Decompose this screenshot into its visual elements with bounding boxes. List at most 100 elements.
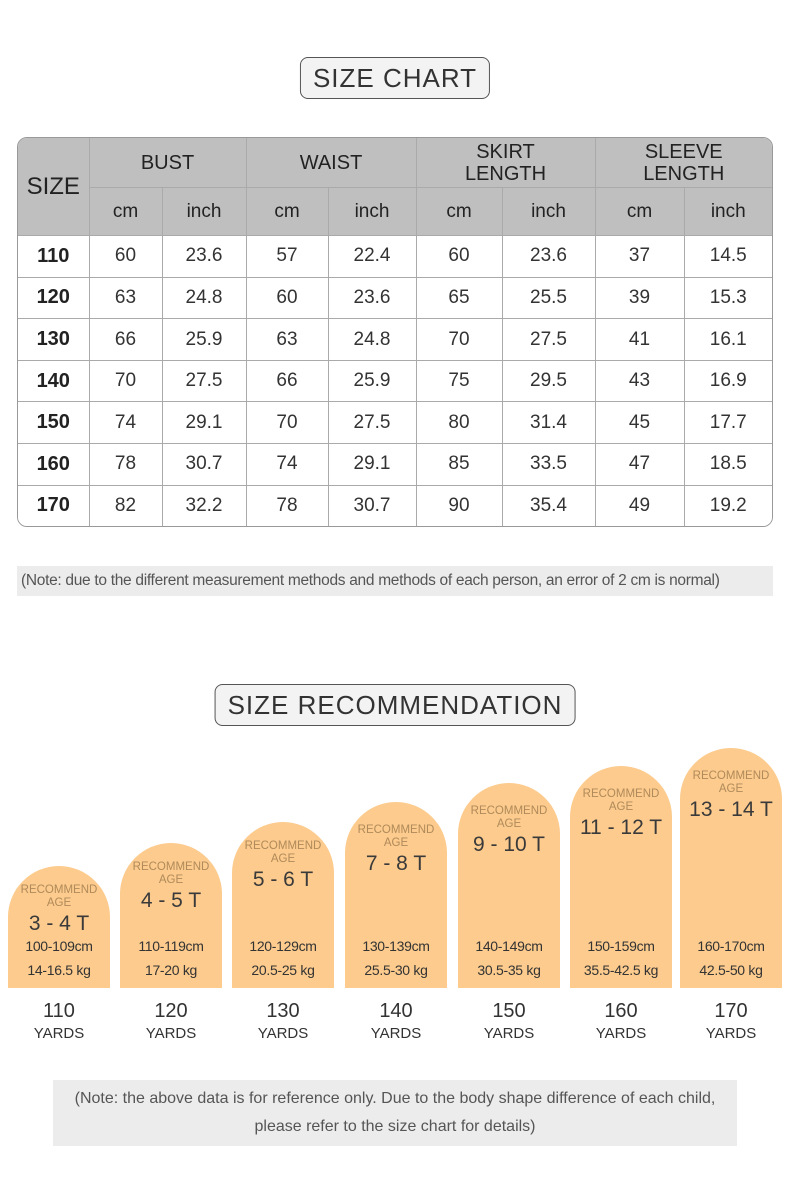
measurement-cell: 75 [415,359,503,403]
unit-header: inch [501,187,596,236]
measurement-cell: 66 [245,359,329,403]
measurement-cell: 25.5 [501,276,596,320]
recommend-age-caption: RECOMMEND AGE [232,840,334,866]
unit-header: cm [594,187,685,236]
measurement-cell: 41 [594,318,685,361]
unit-header: inch [161,187,247,236]
recommend-age-caption: RECOMMEND AGE [570,788,672,814]
recommend-age-caption: RECOMMEND AGE [120,861,222,887]
unit-header: inch [683,187,772,236]
yard-unit-label: YARDS [257,1025,309,1042]
measurement-cell: 33.5 [501,443,596,486]
height-range: 100-109cm [25,938,93,954]
yard-size: 170 [714,1000,748,1022]
recommend-age-caption: RECOMMEND AGE [345,824,447,850]
size-chart-table: SIZE BUST WAIST SKIRT LENGTH SLEEVE LENGTH… [17,137,773,527]
yard-size: 110 [43,1000,75,1022]
age-arch: RECOMMEND AGE 9 - 10 T 140-149cm 30.5-35 kg [458,783,560,988]
size-chart-title: SIZE CHART [299,57,491,99]
recommend-age-caption: RECOMMEND AGE [8,884,110,910]
weight-range: 20.5-25 kg [251,962,315,978]
measurement-cell: 65 [415,276,503,320]
group-header-bust: BUST [88,138,247,188]
unit-header: inch [327,187,417,236]
table-row: 160 78 30.7 74 29.1 85 33.5 47 18.5 [18,443,772,486]
weight-range: 14-16.5 kg [27,962,91,978]
measurement-cell: 60 [415,235,503,278]
size-recommendation-item: RECOMMEND AGE 5 - 6 T 120-129cm 20.5-25 kg 13… [232,740,334,1050]
measurement-cell: 43 [594,359,685,403]
age-range: 4 - 5 T [140,889,202,912]
yard-size: 120 [154,1000,188,1022]
weight-range: 30.5-35 kg [477,962,541,978]
yard-unit-label: YARDS [145,1025,197,1042]
table-row: 110 60 23.6 57 22.4 60 23.6 37 14.5 [18,235,772,278]
unit-header: cm [89,187,163,236]
size-cell: 160 [18,443,90,486]
measurement-cell: 24.8 [327,318,417,361]
height-range: 150-159cm [587,938,655,954]
measurement-cell: 39 [594,276,685,320]
measurement-cell: 85 [415,443,503,486]
measurement-cell: 27.5 [501,318,596,361]
size-cell: 150 [18,401,90,445]
height-range: 160-170cm [697,938,765,954]
measurement-cell: 74 [245,443,329,486]
measurement-cell: 16.1 [683,318,772,361]
size-recommendation-chart: RECOMMEND AGE 3 - 4 T 100-109cm 14-16.5 kg 11… [0,740,790,1060]
size-column-header: SIZE [18,138,90,236]
yard-unit-label: YARDS [33,1025,85,1042]
size-cell: 120 [18,276,90,320]
table-row: 150 74 29.1 70 27.5 80 31.4 45 17.7 [18,401,772,445]
measurement-cell: 29.1 [161,401,247,445]
table-row: 140 70 27.5 66 25.9 75 29.5 43 16.9 [18,359,772,403]
age-range: 9 - 10 T [473,833,545,856]
recommend-age-caption: RECOMMEND AGE [458,805,560,831]
size-recommendation-item: RECOMMEND AGE 9 - 10 T 140-149cm 30.5-35 kg 1… [458,740,560,1050]
measurement-cell: 70 [415,318,503,361]
unit-header: cm [245,187,329,236]
measurement-cell: 14.5 [683,235,772,278]
measurement-cell: 63 [88,276,163,320]
yard-unit-label: YARDS [595,1025,647,1042]
size-cell: 140 [18,359,90,403]
measurement-cell: 24.8 [161,276,247,320]
measurement-cell: 80 [415,401,503,445]
measurement-cell: 35.4 [501,484,596,526]
age-arch: RECOMMEND AGE 7 - 8 T 130-139cm 25.5-30 kg [345,802,447,988]
measurement-cell: 49 [594,484,685,526]
age-arch: RECOMMEND AGE 11 - 12 T 150-159cm 35.5-42.5 … [570,766,672,988]
measurement-cell: 25.9 [161,318,247,361]
recommendation-note: (Note: the above data is for reference o… [53,1080,737,1146]
measurement-cell: 17.7 [683,401,772,445]
yard-unit-label: YARDS [483,1025,535,1042]
recommend-caption-line-2: AGE [608,801,634,813]
age-range: 5 - 6 T [252,868,314,891]
yard-size: 160 [604,1000,638,1022]
measurement-cell: 19.2 [683,484,772,526]
measurement-cell: 18.5 [683,443,772,486]
measurement-cell: 37 [594,235,685,278]
measurement-cell: 63 [245,318,329,361]
height-range: 120-129cm [249,938,317,954]
age-range: 13 - 14 T [689,798,773,821]
recommendation-note-line-1: (Note: the above data is for reference o… [74,1090,716,1107]
measurement-cell: 47 [594,443,685,486]
recommend-caption-line-2: AGE [158,874,184,886]
weight-range: 35.5-42.5 kg [583,962,659,978]
table-row: 130 66 25.9 63 24.8 70 27.5 41 16.1 [18,318,772,361]
measurement-cell: 30.7 [327,484,417,526]
size-recommendation-item: RECOMMEND AGE 11 - 12 T 150-159cm 35.5-42.5 … [570,740,672,1050]
size-recommendation-item: RECOMMEND AGE 13 - 14 T 160-170cm 42.5-50 kg… [680,740,782,1050]
age-arch: RECOMMEND AGE 3 - 4 T 100-109cm 14-16.5 kg [8,866,110,988]
measurement-cell: 27.5 [327,401,417,445]
measurement-cell: 78 [245,484,329,526]
table-row: 170 82 32.2 78 30.7 90 35.4 49 19.2 [18,484,772,526]
yard-unit-label: YARDS [705,1025,757,1042]
measurement-cell: 82 [88,484,163,526]
measurement-cell: 60 [245,276,329,320]
recommend-caption-line-1: RECOMMEND [132,861,210,873]
recommend-caption-line-1: RECOMMEND [20,884,98,896]
weight-range: 42.5-50 kg [699,962,763,978]
group-header-sleeve-length: SLEEVE LENGTH [594,138,772,188]
